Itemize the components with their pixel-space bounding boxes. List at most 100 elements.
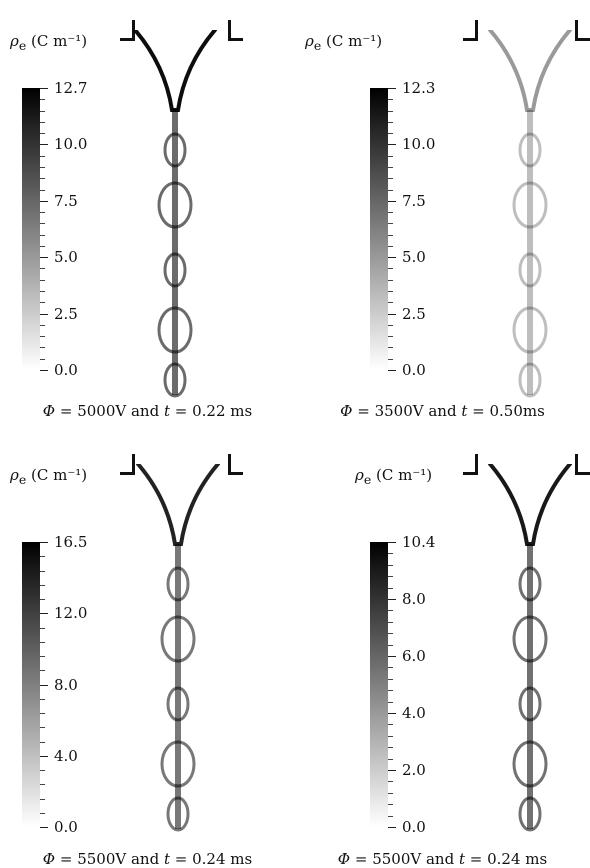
colorbar-major-tick [40, 684, 48, 686]
colorbar-unit-label: ρe (C m⁻¹) [10, 466, 88, 487]
colorbar-ticks [40, 542, 50, 828]
colorbar-major-tick [388, 827, 396, 828]
jet-bulge-shape [512, 306, 548, 354]
colorbar-minor-tick [40, 189, 45, 191]
colorbar-tick-label: 0.0 [402, 818, 426, 836]
colorbar-tick-label: 6.0 [402, 647, 426, 665]
colorbar-minor-tick [388, 781, 393, 783]
colorbar-minor-tick [388, 189, 393, 191]
jet-stem-shape [527, 110, 533, 395]
colorbar-minor-tick [40, 347, 45, 349]
jet-bulge-shape [163, 252, 187, 288]
colorbar-major-tick [388, 257, 396, 259]
colorbar-minor-tick [388, 212, 393, 214]
jet-bulge-shape [163, 132, 187, 168]
jet-fork-shape [136, 464, 220, 546]
jet-bulge-shape [518, 686, 542, 722]
colorbar-major-tick [388, 370, 396, 371]
colorbar-tick-label: 0.0 [402, 361, 426, 379]
colorbar-minor-tick [388, 633, 393, 635]
colorbar-minor-tick [40, 698, 45, 700]
colorbar-minor-tick [388, 804, 393, 806]
colorbar-minor-tick [40, 599, 45, 600]
colorbar-minor-tick [388, 99, 393, 101]
colorbar-major-tick [388, 656, 396, 657]
colorbar-minor-tick [388, 792, 393, 794]
colorbar-minor-tick [388, 223, 393, 225]
colorbar-minor-tick [388, 564, 393, 566]
jet-simulation-image [136, 464, 220, 832]
jet-bulge-shape [518, 362, 542, 398]
colorbar-minor-tick [40, 110, 45, 112]
colorbar-major-tick [388, 713, 396, 714]
colorbar [22, 88, 40, 370]
jet-simulation-image [488, 30, 572, 398]
colorbar-major-tick [40, 613, 48, 615]
colorbar-tick-label: 10.4 [402, 533, 436, 551]
colorbar-major-tick [388, 200, 396, 202]
colorbar-tick-label: 4.0 [54, 746, 78, 765]
jet-bulge-shape [157, 181, 193, 229]
colorbar-minor-tick [40, 784, 45, 786]
colorbar-minor-tick [388, 166, 393, 168]
colorbar-minor-tick [40, 713, 45, 714]
colorbar-minor-tick [388, 701, 393, 703]
colorbar-minor-tick [40, 798, 45, 800]
colorbar-tick-label: 12.0 [54, 604, 88, 623]
colorbar-minor-tick [388, 324, 393, 326]
panel-1: ρe (C m⁻¹) 12.7 10.0 7.5 5.0 2.5 0.0 Φ = 5000… [0, 0, 295, 434]
colorbar-major-tick [388, 542, 396, 543]
colorbar-minor-tick [388, 178, 393, 180]
colorbar-minor-tick [40, 99, 45, 101]
colorbar-minor-tick [40, 121, 45, 123]
jet-simulation-image [133, 30, 217, 398]
colorbar-tick-label: 2.5 [54, 304, 78, 323]
colorbar-minor-tick [40, 556, 45, 558]
colorbar-minor-tick [40, 155, 45, 157]
colorbar-ticks [388, 542, 398, 828]
jet-fork-shape [488, 30, 572, 112]
colorbar-minor-tick [388, 667, 393, 669]
colorbar-minor-tick [40, 627, 45, 629]
colorbar-minor-tick [40, 133, 45, 135]
jet-bulge-shape [518, 252, 542, 288]
colorbar-major-tick [388, 313, 396, 315]
jet-bulge-shape [512, 615, 548, 663]
jet-bulge-shape [166, 686, 190, 722]
colorbar-minor-tick [388, 347, 393, 349]
colorbar-minor-tick [40, 223, 45, 225]
bracket-left-icon [463, 454, 478, 475]
jet-fork-shape [488, 464, 572, 546]
panel-caption: Φ = 5000V and t = 0.22 ms [42, 402, 253, 420]
colorbar-minor-tick [388, 678, 393, 680]
colorbar-minor-tick [388, 747, 393, 749]
colorbar-minor-tick [388, 724, 393, 726]
colorbar-ticks [388, 88, 398, 371]
colorbar-unit-label: ρe (C m⁻¹) [305, 32, 383, 53]
colorbar-minor-tick [40, 178, 45, 180]
colorbar-minor-tick [40, 641, 45, 643]
colorbar-minor-tick [388, 268, 393, 270]
colorbar-minor-tick [388, 358, 393, 360]
colorbar-minor-tick [388, 644, 393, 646]
colorbar-unit-label: ρe (C m⁻¹) [355, 466, 433, 487]
colorbar-tick-label: 8.0 [54, 675, 78, 694]
colorbar-minor-tick [388, 815, 393, 817]
colorbar-major-tick [40, 313, 48, 315]
colorbar-tick-label: 5.0 [402, 248, 426, 267]
colorbar [22, 542, 40, 827]
jet-bulge-shape [512, 740, 548, 788]
colorbar-minor-tick [388, 291, 393, 293]
colorbar-tick-label: 4.0 [402, 704, 426, 722]
bracket-right-icon [228, 20, 243, 41]
colorbar-minor-tick [40, 336, 45, 338]
colorbar-minor-tick [40, 291, 45, 293]
jet-bulge-shape [163, 362, 187, 398]
panel-3: ρe (C m⁻¹) 16.5 12.0 8.0 4.0 0.0 Φ = 5500V a… [0, 434, 295, 868]
bracket-right-icon [575, 20, 590, 41]
colorbar-minor-tick [40, 302, 45, 304]
colorbar-minor-tick [40, 245, 45, 247]
colorbar-minor-tick [388, 245, 393, 247]
colorbar-minor-tick [388, 110, 393, 112]
colorbar-minor-tick [388, 336, 393, 338]
